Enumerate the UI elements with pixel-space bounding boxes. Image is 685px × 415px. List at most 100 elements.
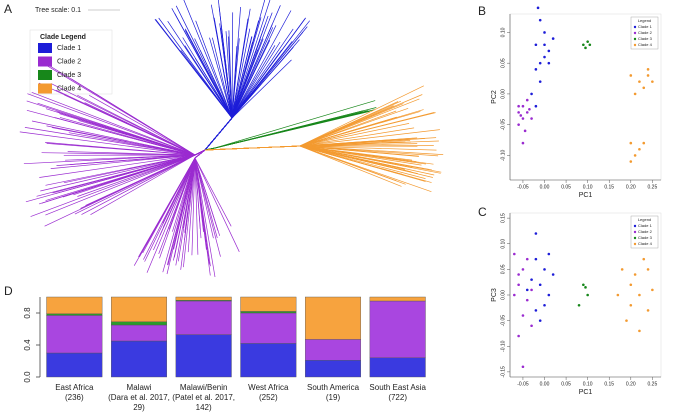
panel-label: A — [4, 2, 12, 16]
point — [528, 107, 531, 111]
panel-label: D — [4, 284, 13, 298]
point — [642, 257, 646, 261]
bar-segment — [46, 315, 103, 354]
bar-segment — [110, 321, 168, 326]
tree-branch — [155, 19, 233, 151]
point — [534, 104, 538, 108]
point — [588, 43, 592, 47]
legend-marker — [633, 242, 637, 246]
point — [629, 74, 633, 77]
point — [517, 283, 520, 287]
bar-segment — [304, 360, 362, 378]
legend-marker — [633, 43, 637, 47]
point — [629, 283, 633, 287]
panel-label: B — [478, 4, 486, 18]
legend-label: Clade 1 — [57, 45, 81, 52]
point — [538, 80, 542, 83]
legend-label: Clade 2 — [57, 58, 81, 65]
tree-scale: Tree scale: 0.1 — [35, 7, 81, 14]
y-tick-label: 0.10 — [500, 27, 506, 37]
legend-label: Clade 4 — [638, 42, 653, 47]
x-tick-label: 0.05 — [561, 381, 571, 387]
y-tick-label: 0.0 — [23, 371, 32, 383]
bar-segment — [175, 296, 232, 301]
x-tick-label: 0.10 — [583, 381, 593, 387]
point — [651, 80, 654, 83]
x-tick-label: 0.15 — [604, 381, 614, 387]
x-tick-label: -0.05 — [517, 381, 529, 387]
point — [517, 334, 520, 338]
y-axis-label: PC3 — [491, 288, 498, 302]
legend-marker — [633, 37, 637, 41]
point — [638, 293, 641, 297]
point — [534, 232, 538, 235]
x-tick-label: 0.00 — [540, 184, 550, 190]
y-tick-label: -0.05 — [500, 119, 506, 131]
panel-label: C — [478, 205, 487, 219]
tree-branch — [171, 8, 233, 151]
y-tick-label: -0.10 — [500, 340, 506, 352]
legend-swatch — [38, 43, 52, 53]
point — [638, 329, 641, 333]
point — [577, 303, 581, 307]
legend-label: Clade 3 — [638, 36, 653, 41]
legend-title: Legend — [638, 217, 651, 222]
legend-marker — [633, 25, 637, 29]
x-tick-label: 0.20 — [626, 381, 636, 387]
point — [525, 298, 529, 302]
point — [530, 92, 533, 96]
bar-segment — [240, 311, 297, 314]
legend-label: Clade 1 — [638, 24, 653, 29]
point — [538, 283, 542, 287]
y-tick-label: 0.00 — [500, 89, 506, 99]
legend-marker — [633, 224, 637, 228]
point — [530, 324, 533, 328]
bar-segment — [110, 324, 168, 342]
legend-label: Clade 1 — [638, 223, 653, 228]
x-tick-label: 0.20 — [626, 184, 636, 190]
bar-segment — [369, 300, 426, 358]
category-label: Malawi/Benin (Patel et al. 2017, 142) — [172, 383, 236, 412]
point — [534, 257, 538, 261]
tree-branch — [154, 19, 233, 151]
bar-segment — [369, 296, 426, 302]
point — [629, 141, 633, 145]
point — [513, 293, 516, 297]
point — [620, 268, 624, 271]
point — [582, 283, 585, 287]
point — [543, 268, 546, 271]
legend-label: Clade 4 — [638, 241, 653, 246]
legend-label: Clade 3 — [57, 72, 81, 79]
bar-segment — [240, 343, 297, 378]
point — [629, 303, 633, 307]
legend-label: Clade 2 — [638, 30, 653, 35]
y-tick-label: 0.15 — [500, 213, 506, 223]
category-label: South East Asia (722) — [369, 383, 426, 402]
y-axis-label: PC2 — [491, 90, 498, 104]
point — [547, 49, 551, 53]
point — [521, 104, 525, 108]
point — [629, 160, 633, 163]
tree-branch — [204, 123, 410, 151]
point — [616, 293, 620, 297]
legend-marker — [633, 230, 637, 234]
bar-segment — [304, 339, 362, 361]
point — [517, 111, 520, 114]
tree-branch — [183, 0, 233, 151]
legend-title: Legend — [638, 18, 651, 23]
y-tick-label: -0.10 — [500, 149, 506, 161]
point — [586, 40, 589, 43]
point — [525, 257, 529, 261]
bar-segment — [304, 296, 362, 340]
tree — [19, 0, 444, 278]
point — [534, 43, 538, 47]
legend-label: Clade 4 — [57, 85, 81, 92]
point — [525, 111, 529, 114]
bar-segment — [46, 352, 103, 378]
point — [633, 92, 637, 96]
point — [633, 273, 637, 276]
bar-segment — [240, 312, 297, 344]
x-axis-label: PC1 — [579, 389, 593, 396]
